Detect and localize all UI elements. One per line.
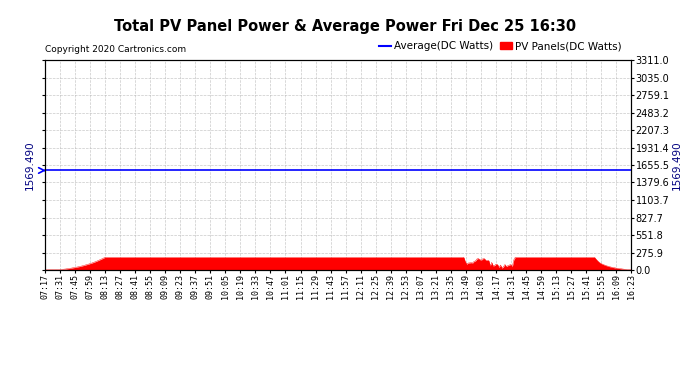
Text: Total PV Panel Power & Average Power Fri Dec 25 16:30: Total PV Panel Power & Average Power Fri… xyxy=(114,19,576,34)
Legend: Average(DC Watts), PV Panels(DC Watts): Average(DC Watts), PV Panels(DC Watts) xyxy=(375,37,626,56)
Y-axis label: 1569.490: 1569.490 xyxy=(672,140,682,190)
Text: Copyright 2020 Cartronics.com: Copyright 2020 Cartronics.com xyxy=(45,45,186,54)
Y-axis label: 1569.490: 1569.490 xyxy=(24,140,34,190)
